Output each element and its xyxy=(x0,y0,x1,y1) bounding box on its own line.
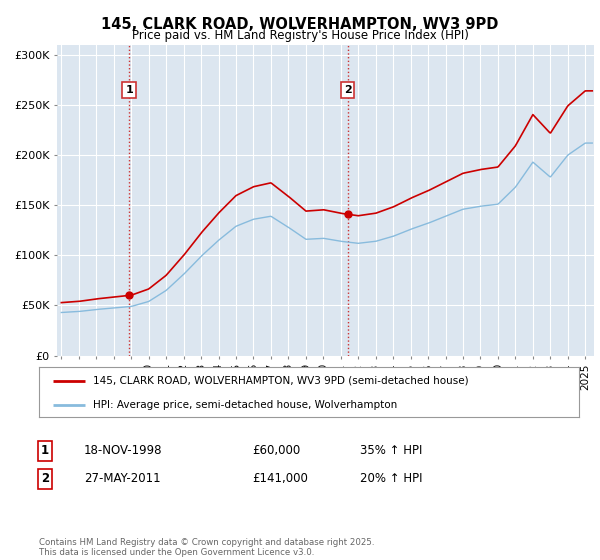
Text: 1: 1 xyxy=(125,85,133,95)
Text: 35% ↑ HPI: 35% ↑ HPI xyxy=(360,444,422,458)
Text: Price paid vs. HM Land Registry's House Price Index (HPI): Price paid vs. HM Land Registry's House … xyxy=(131,29,469,42)
Text: 1: 1 xyxy=(41,444,49,458)
Text: 2: 2 xyxy=(344,85,352,95)
Text: £60,000: £60,000 xyxy=(252,444,300,458)
Text: HPI: Average price, semi-detached house, Wolverhampton: HPI: Average price, semi-detached house,… xyxy=(93,400,397,409)
Text: 20% ↑ HPI: 20% ↑ HPI xyxy=(360,472,422,486)
Text: Contains HM Land Registry data © Crown copyright and database right 2025.
This d: Contains HM Land Registry data © Crown c… xyxy=(39,538,374,557)
Text: 145, CLARK ROAD, WOLVERHAMPTON, WV3 9PD: 145, CLARK ROAD, WOLVERHAMPTON, WV3 9PD xyxy=(101,17,499,32)
Text: 2: 2 xyxy=(41,472,49,486)
Text: 27-MAY-2011: 27-MAY-2011 xyxy=(84,472,161,486)
Text: 145, CLARK ROAD, WOLVERHAMPTON, WV3 9PD (semi-detached house): 145, CLARK ROAD, WOLVERHAMPTON, WV3 9PD … xyxy=(93,376,469,386)
Text: £141,000: £141,000 xyxy=(252,472,308,486)
Text: 18-NOV-1998: 18-NOV-1998 xyxy=(84,444,163,458)
